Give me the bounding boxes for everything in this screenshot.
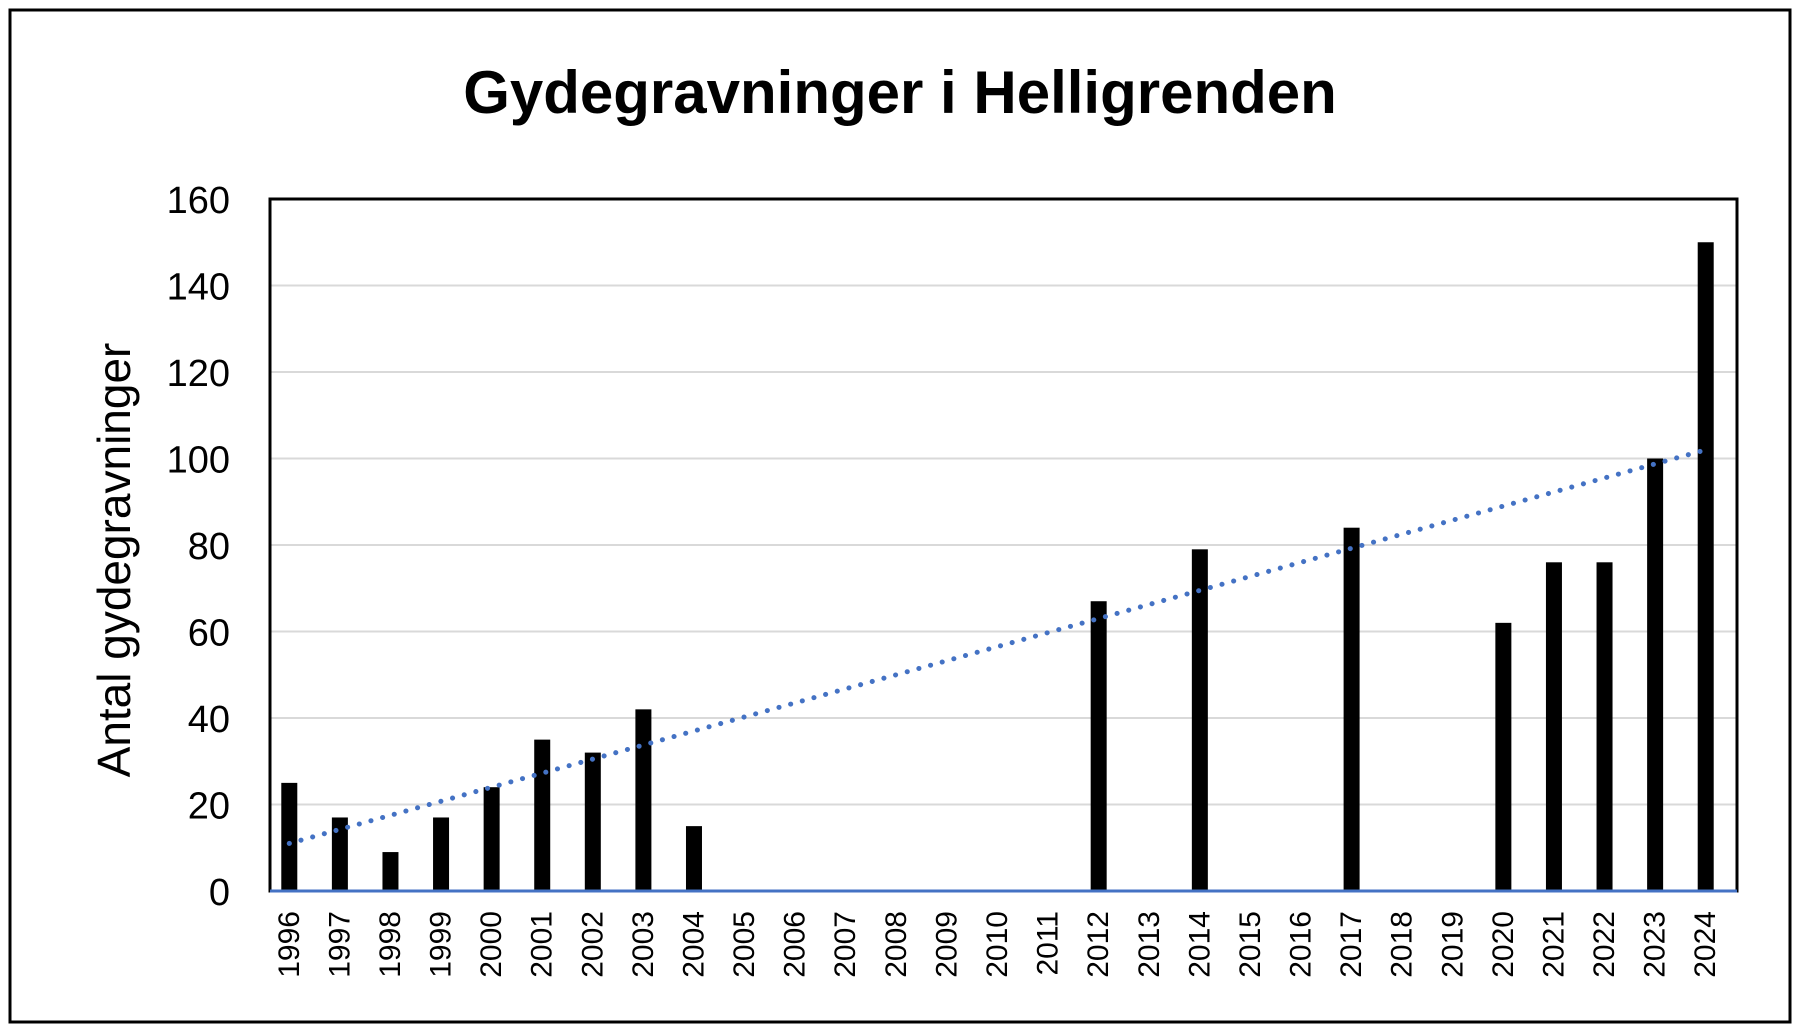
x-tick-label: 2000	[475, 911, 508, 978]
x-tick-label: 2014	[1183, 911, 1216, 978]
y-tick-label: 80	[188, 526, 230, 568]
x-tick-label: 2013	[1133, 911, 1166, 978]
y-tick-label: 40	[188, 699, 230, 741]
y-tick-label: 0	[209, 872, 230, 914]
bar-2021	[1545, 562, 1562, 891]
x-tick-label: 2005	[728, 911, 761, 978]
bar-2022	[1596, 562, 1613, 891]
x-tick-label: 2011	[1032, 911, 1065, 976]
chart-title: Gydegravninger i Helligrenden	[463, 59, 1337, 126]
bar-1999	[433, 817, 450, 891]
bar-2000	[483, 787, 500, 891]
bar-1996	[281, 782, 298, 891]
x-tick-label: 2017	[1335, 911, 1368, 978]
x-tick-label: 2007	[829, 911, 862, 978]
y-tick-labels: 0 20 40 60 80 100 120 140 160	[167, 180, 230, 914]
x-tick-label: 2015	[1234, 911, 1267, 978]
x-tick-label: 2023	[1639, 911, 1672, 978]
x-tick-label: 1997	[323, 911, 356, 978]
x-tick-label: 2008	[880, 911, 913, 978]
bar-2012	[1090, 601, 1107, 891]
x-tick-label: 2022	[1588, 911, 1621, 978]
x-tick-label: 1999	[425, 911, 458, 978]
x-tick-label: 2002	[576, 911, 609, 978]
x-tick-label: 2012	[1082, 911, 1115, 978]
x-tick-label: 1996	[273, 911, 306, 978]
y-tick-label: 60	[188, 613, 230, 655]
x-tick-label: 2019	[1436, 911, 1469, 978]
x-tick-label: 2006	[779, 911, 812, 978]
bar-1997	[331, 817, 348, 891]
y-tick-label: 20	[188, 786, 230, 828]
x-tick-label: 2018	[1386, 911, 1419, 978]
y-tick-label: 100	[167, 440, 230, 482]
bar-2003	[635, 709, 652, 891]
y-tick-label: 120	[167, 353, 230, 395]
x-tick-label: 2003	[627, 911, 660, 978]
bar-2020	[1495, 622, 1512, 891]
x-tick-label: 2001	[526, 911, 559, 978]
bar-2023	[1647, 458, 1664, 891]
gridlines	[270, 284, 1737, 806]
bar-2001	[534, 739, 551, 891]
x-tick-label: 2024	[1689, 911, 1722, 978]
x-tick-label: 1998	[374, 911, 407, 978]
y-tick-label: 160	[167, 180, 230, 222]
x-tick-label: 2010	[981, 911, 1014, 978]
bar-2014	[1191, 549, 1208, 891]
bar-2017	[1343, 527, 1360, 891]
x-tick-label: 2016	[1285, 911, 1318, 978]
x-tick-label: 2009	[930, 911, 963, 978]
outer-border	[8, 8, 1792, 1024]
bar-1998	[382, 852, 399, 891]
bars	[281, 242, 1714, 891]
bar-2002	[584, 752, 601, 891]
bar-2024	[1697, 242, 1714, 891]
y-tick-label: 140	[167, 267, 230, 309]
x-tick-label: 2021	[1537, 911, 1570, 978]
x-tick-labels: 1996 1997 1998 1999 2000 2001 2002 2003 2004 2005…	[273, 911, 1722, 978]
bar-2004	[685, 826, 702, 891]
y-axis-label: Antal gydegravninger	[88, 343, 140, 778]
x-tick-label: 2004	[677, 911, 710, 978]
x-tick-label: 2020	[1487, 911, 1520, 978]
